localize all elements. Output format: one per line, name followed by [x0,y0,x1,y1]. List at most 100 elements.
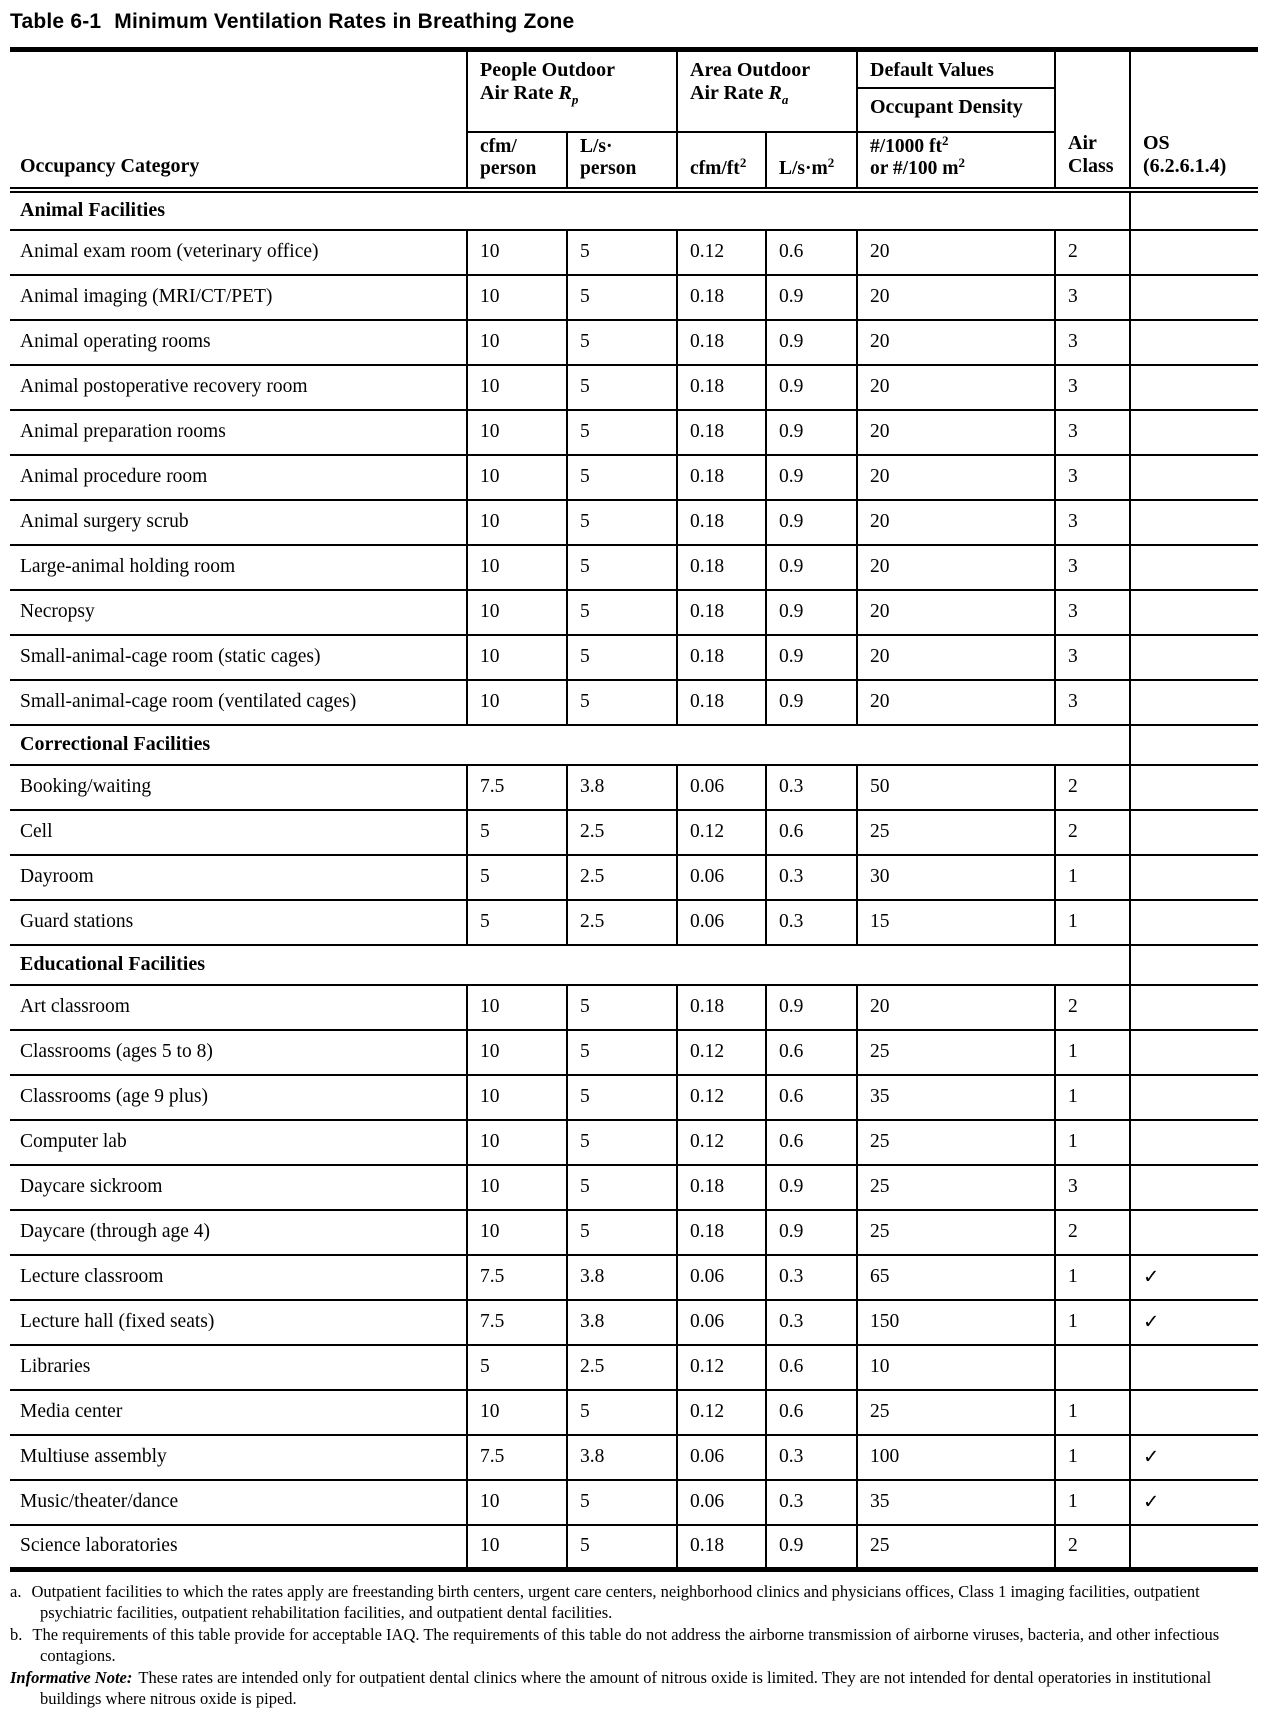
cell-density: 20 [856,634,1055,681]
cell-density: 20 [856,679,1055,726]
cell-ls-m2: 0.9 [765,499,857,546]
cell-cfm-ft2: 0.18 [676,409,766,456]
cell-ls-m2: 0.6 [765,1344,857,1391]
cell-density: 20 [856,319,1055,366]
cell-os [1129,899,1258,946]
cell-density: 20 [856,274,1055,321]
table-row: Small-animal-cage room (ventilated cages… [10,679,1258,726]
cell-air-class [1054,1344,1130,1391]
cell-cfm-person: 10 [466,1479,567,1526]
cell-ls-person: 5 [566,409,677,456]
cell-density: 25 [856,1119,1055,1166]
table-row: Animal imaging (MRI/CT/PET) 10 5 0.18 0.9 20 3 [10,274,1258,321]
cell-cfm-person: 5 [466,1344,567,1391]
col-header-occupancy-category: Occupancy Category [10,47,467,193]
cell-cfm-ft2: 0.18 [676,589,766,636]
cell-os [1129,274,1258,321]
col-header-air-class: Air Class [1054,47,1130,193]
cell-air-class: 3 [1054,679,1130,726]
footnote-a: a. Outpatient facilities to which the rat… [10,1581,1258,1623]
cell-ls-m2: 0.9 [765,589,857,636]
table-row: Daycare (through age 4) 10 5 0.18 0.9 25 2 [10,1209,1258,1256]
table-row: Media center 10 5 0.12 0.6 25 1 [10,1389,1258,1436]
cell-cfm-ft2: 0.18 [676,319,766,366]
cell-ls-m2: 0.9 [765,274,857,321]
cell-ls-m2: 0.3 [765,764,857,811]
section-os-cell [1129,189,1258,231]
section-header-row: Animal Facilities [10,189,1258,231]
cell-os [1129,454,1258,501]
cell-density: 20 [856,409,1055,456]
cell-air-class: 2 [1054,1209,1130,1256]
cell-cfm-person: 10 [466,499,567,546]
cell-ls-m2: 0.9 [765,319,857,366]
cell-air-class: 3 [1054,634,1130,681]
cell-ls-m2: 0.6 [765,1074,857,1121]
cell-density: 20 [856,364,1055,411]
cell-cfm-person: 10 [466,634,567,681]
cell-density: 20 [856,589,1055,636]
table-row: Animal preparation rooms 10 5 0.18 0.9 20 3 [10,409,1258,456]
informative-note-text: These rates are intended only for outpat… [40,1668,1212,1708]
header-occupant-density-row: Occupant Density [10,87,1258,133]
table-row: Music/theater/dance 10 5 0.06 0.3 35 1 ✓ [10,1479,1258,1526]
cell-ls-m2: 0.3 [765,1299,857,1346]
cell-category: Small-animal-cage room (static cages) [10,634,467,681]
cell-cfm-person: 7.5 [466,764,567,811]
cell-cfm-ft2: 0.18 [676,499,766,546]
cell-os [1129,854,1258,901]
table-row: Animal procedure room 10 5 0.18 0.9 20 3 [10,454,1258,501]
col-group-default-values: Default Values [856,47,1055,89]
cell-os [1129,1074,1258,1121]
cell-density: 25 [856,1029,1055,1076]
table-row: Science laboratories 10 5 0.18 0.9 25 2 [10,1524,1258,1572]
cell-ls-person: 5 [566,634,677,681]
cell-category: Animal operating rooms [10,319,467,366]
section-os-cell [1129,944,1258,986]
section-os-cell [1129,724,1258,766]
cell-ls-m2: 0.9 [765,454,857,501]
table-row: Small-animal-cage room (static cages) 10 5… [10,634,1258,681]
table-body: Animal Facilities Animal exam room (veter… [10,189,1258,1572]
cell-density: 10 [856,1344,1055,1391]
col-header-cfm-ft2: cfm/ft2 [676,131,766,193]
cell-air-class: 1 [1054,1299,1130,1346]
cell-os: ✓ [1129,1434,1258,1481]
cell-category: Cell [10,809,467,856]
cell-density: 35 [856,1479,1055,1526]
cell-os [1129,984,1258,1031]
cell-density: 20 [856,984,1055,1031]
cell-os [1129,1164,1258,1211]
cell-category: Large-animal holding room [10,544,467,591]
footnote-a-text: Outpatient facilities to which the rates… [31,1582,1200,1622]
cell-ls-m2: 0.9 [765,1209,857,1256]
cell-cfm-ft2: 0.06 [676,1299,766,1346]
table-title: Table 6-1 Minimum Ventilation Rates in Br… [10,10,1258,34]
cell-cfm-ft2: 0.06 [676,1434,766,1481]
footnote-b: b. The requirements of this table provide… [10,1624,1258,1666]
cell-ls-m2: 0.9 [765,1524,857,1572]
cell-ls-person: 5 [566,1524,677,1572]
cell-density: 50 [856,764,1055,811]
cell-os: ✓ [1129,1299,1258,1346]
cell-category: Booking/waiting [10,764,467,811]
col-header-ls-person: L/s· person [566,131,677,193]
cell-cfm-person: 10 [466,364,567,411]
cell-air-class: 3 [1054,364,1130,411]
cell-cfm-person: 10 [466,409,567,456]
table-number: Table 6-1 [10,10,102,33]
cell-air-class: 2 [1054,764,1130,811]
cell-ls-m2: 0.6 [765,1389,857,1436]
cell-density: 25 [856,1524,1055,1572]
cell-air-class: 3 [1054,1164,1130,1211]
cell-ls-person: 3.8 [566,1434,677,1481]
cell-category: Animal surgery scrub [10,499,467,546]
cell-os [1129,319,1258,366]
cell-ls-person: 5 [566,1119,677,1166]
table-row: Classrooms (age 9 plus) 10 5 0.12 0.6 35 1 [10,1074,1258,1121]
cell-category: Daycare sickroom [10,1164,467,1211]
cell-cfm-person: 7.5 [466,1254,567,1301]
cell-air-class: 3 [1054,454,1130,501]
cell-ls-m2: 0.6 [765,809,857,856]
cell-density: 20 [856,454,1055,501]
